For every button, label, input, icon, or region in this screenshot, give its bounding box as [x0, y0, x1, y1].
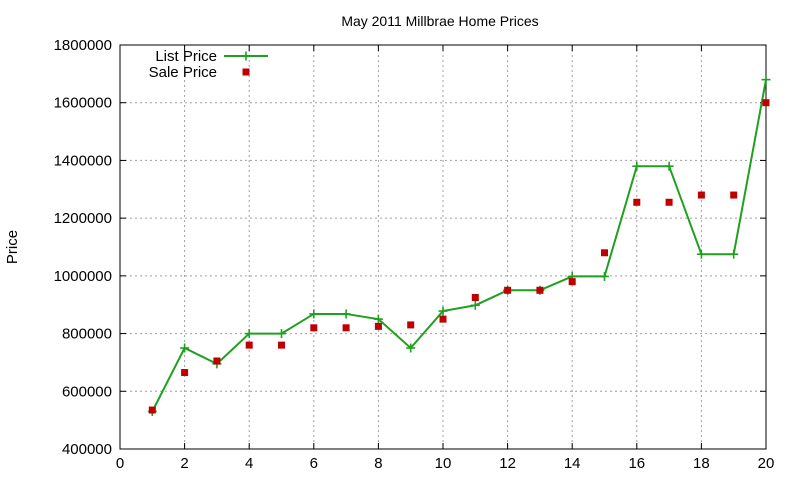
- series-layer: [147, 75, 771, 416]
- sale-price-point: [439, 315, 447, 323]
- x-tick-label: 2: [180, 455, 188, 472]
- list-price-point: [244, 329, 254, 339]
- sale-price-point: [536, 286, 544, 294]
- grid-layer: [120, 45, 766, 449]
- list-price-point: [373, 314, 383, 324]
- tick-layer: 0 2 4 6 8 10 12 14 16 18 20 400000 600000 800000 10000…: [54, 37, 775, 472]
- sale-price-point: [697, 191, 705, 199]
- sale-price-point: [504, 286, 512, 294]
- legend-sample-sale-price: [242, 68, 250, 76]
- sale-price-point: [245, 341, 253, 349]
- x-tick-label: 4: [245, 455, 253, 472]
- legend: List Price Sale Price: [149, 48, 268, 81]
- y-tick-label: 600000: [62, 383, 112, 400]
- sale-price-point: [762, 99, 770, 107]
- y-tick-label: 1600000: [54, 95, 112, 112]
- x-tick-label: 16: [628, 455, 645, 472]
- sale-price-point: [568, 278, 576, 286]
- list-price-point: [277, 329, 286, 339]
- x-tick-label: 8: [374, 455, 382, 472]
- x-tick-label: 10: [435, 455, 452, 472]
- y-tick-label: 1000000: [54, 268, 112, 285]
- chart-title: May 2011 Millbrae Home Prices: [341, 13, 538, 29]
- list-price-point: [632, 161, 642, 171]
- sale-price-point: [342, 324, 350, 332]
- x-tick-label: 14: [564, 455, 581, 472]
- x-tick-label: 18: [693, 455, 710, 472]
- list-price-point: [761, 75, 771, 85]
- sale-price-point: [730, 191, 738, 199]
- sale-price-point: [471, 294, 479, 301]
- list-price-point: [406, 343, 416, 353]
- x-tick-label: 0: [116, 455, 124, 472]
- x-tick-label: 6: [310, 455, 318, 472]
- list-price-point: [470, 300, 480, 310]
- list-price-point: [600, 271, 609, 281]
- y-tick-label: 400000: [62, 441, 112, 458]
- list-price-point: [309, 309, 319, 319]
- y-tick-label: 1200000: [54, 210, 112, 227]
- y-tick-label: 1800000: [54, 37, 112, 54]
- sale-price-point: [665, 198, 673, 206]
- list-price-point: [664, 161, 674, 171]
- sale-price-point: [407, 321, 415, 329]
- sale-price-point: [310, 324, 318, 332]
- y-tick-label: 800000: [62, 326, 112, 343]
- x-tick-label: 20: [758, 455, 775, 472]
- sale-price-point: [601, 249, 608, 257]
- legend-label-list-price: List Price: [155, 48, 217, 65]
- y-axis-label: Price: [4, 230, 21, 264]
- list-price-point: [438, 306, 448, 316]
- sale-price-point: [633, 198, 641, 206]
- sale-price-point: [213, 357, 221, 365]
- y-tick-label: 1400000: [54, 152, 112, 169]
- list-price-point: [180, 343, 190, 353]
- legend-label-sale-price: Sale Price: [149, 64, 217, 81]
- list-price-point: [729, 249, 739, 259]
- list-price-point: [696, 249, 706, 259]
- sale-price-point: [374, 322, 382, 330]
- list-price-point: [341, 309, 351, 319]
- sale-price-point: [181, 369, 189, 377]
- x-tick-label: 12: [499, 455, 516, 472]
- list-price-line: [151, 79, 767, 412]
- sale-price-point: [148, 406, 156, 414]
- sale-price-point: [278, 341, 285, 349]
